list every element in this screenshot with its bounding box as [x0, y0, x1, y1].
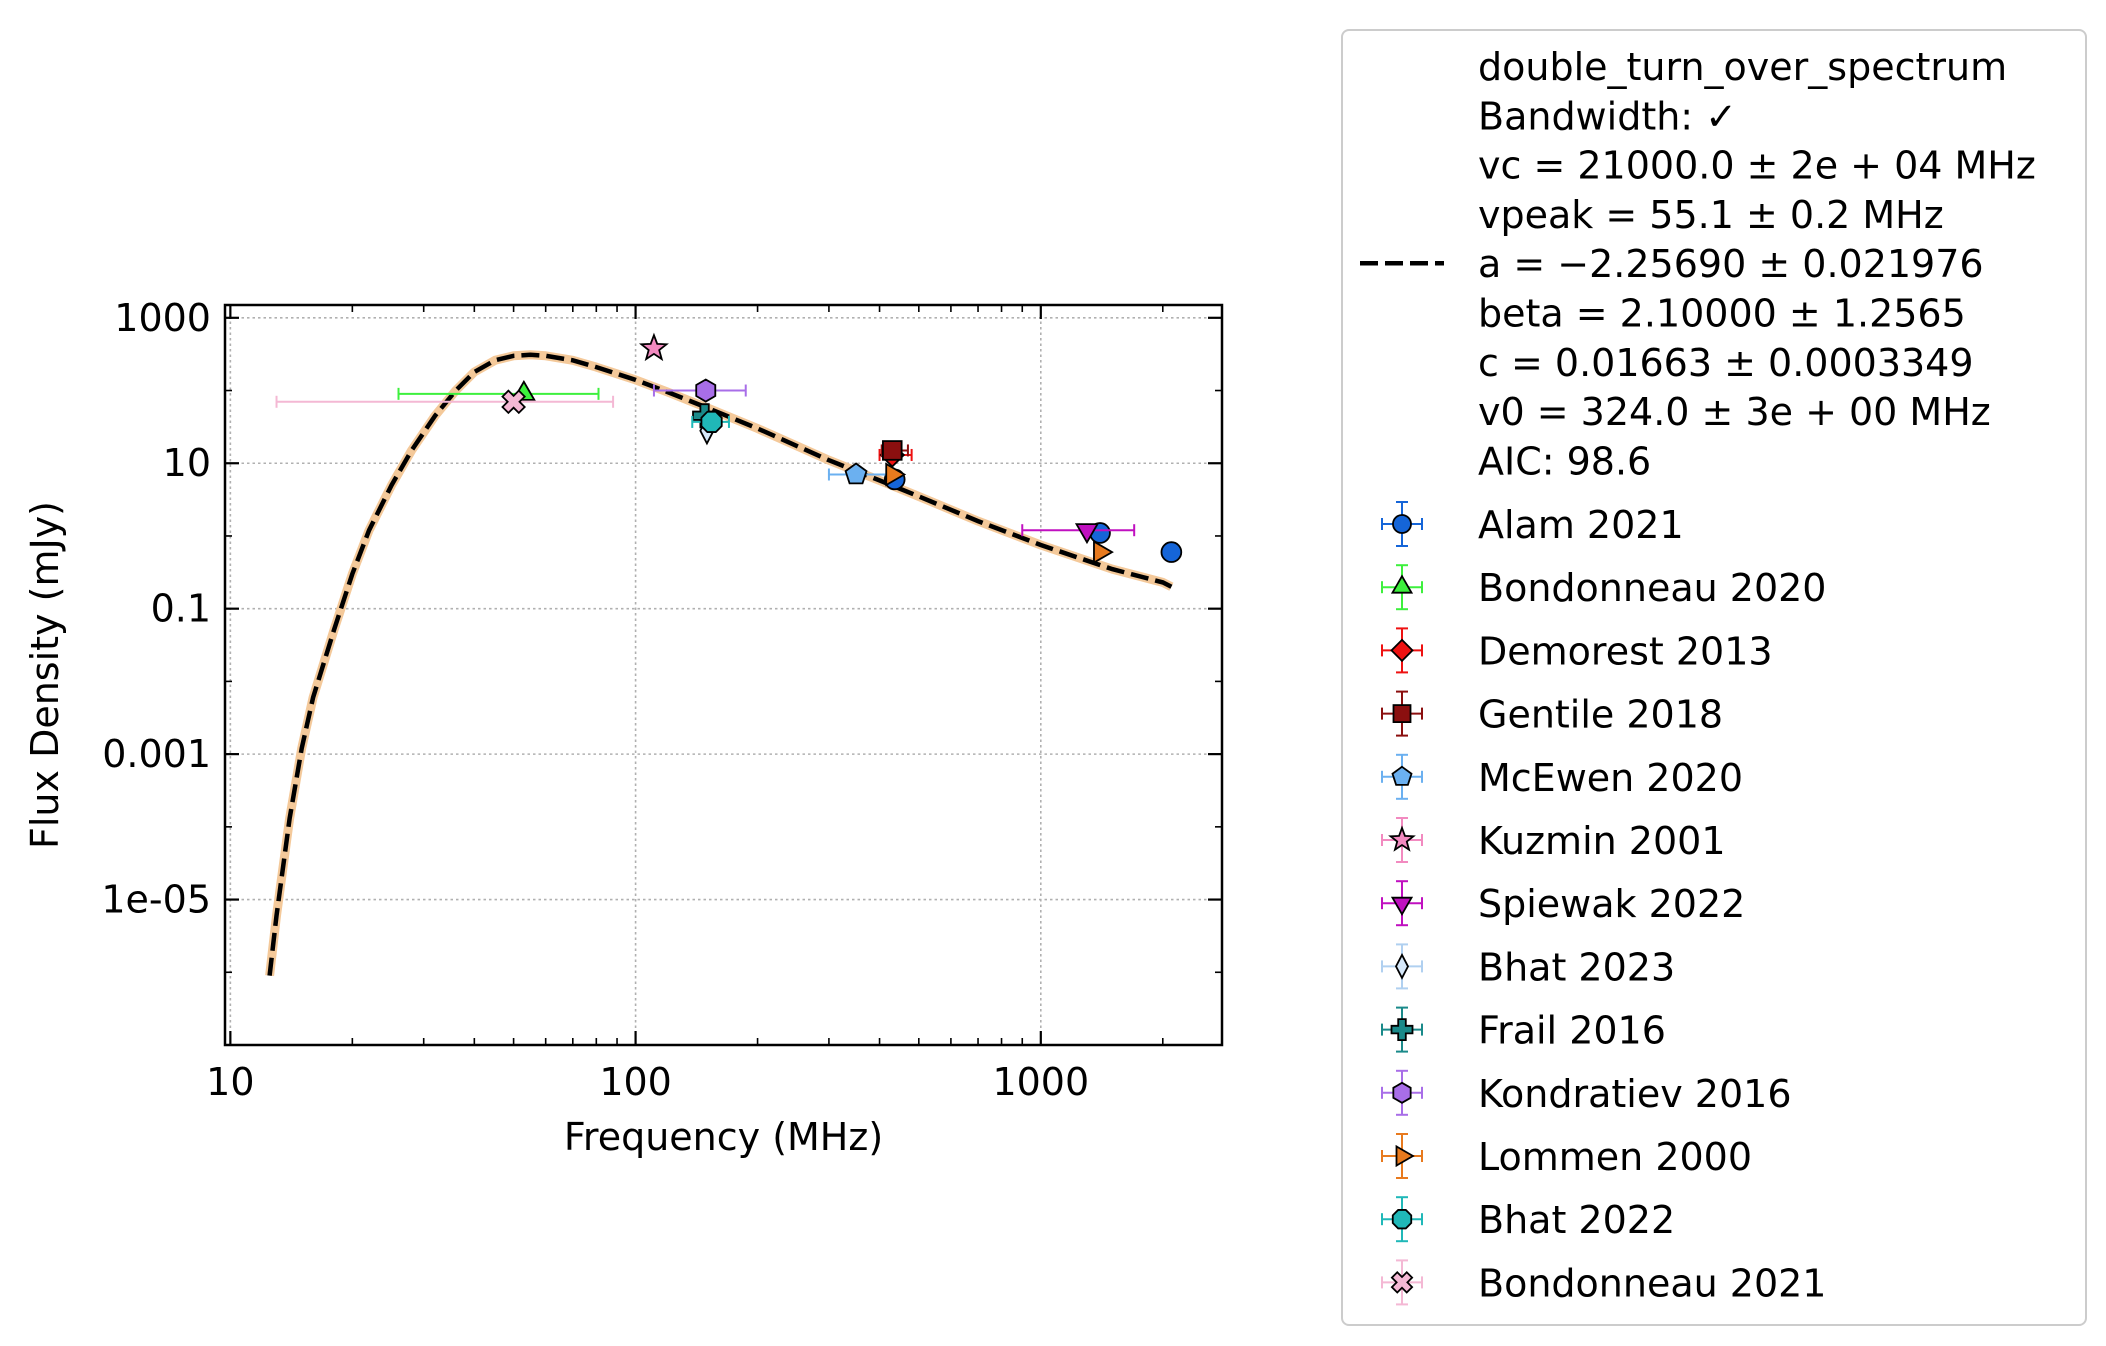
- legend-label: Bondonneau 2021: [1478, 1261, 1826, 1305]
- ticks-layer: 10 100 1000 1000 10 0.1 0.001 1e-05: [101, 296, 1222, 1104]
- series-kondratiev-2016: [652, 378, 747, 403]
- data-point: [885, 462, 907, 487]
- legend-entry: Kondratiev 2016: [1381, 1069, 1792, 1116]
- legend-marker: [1394, 952, 1410, 980]
- legend-fit-text-line: v0 = 324.0 ± 3e + 00 MHz: [1478, 390, 1991, 434]
- legend-marker: [1390, 1018, 1414, 1041]
- legend-marker: [1392, 514, 1412, 534]
- legend-box: [1341, 29, 2087, 1326]
- x-tick-label: 100: [599, 1060, 672, 1104]
- data-point: [501, 389, 526, 415]
- legend-label: Kuzmin 2001: [1478, 819, 1726, 863]
- legend-fit-text-line: beta = 2.10000 ± 1.2565: [1478, 292, 1966, 336]
- legend-marker: [1391, 1209, 1413, 1230]
- series-kuzmin-2001: [638, 332, 669, 362]
- axes-frame: [223, 303, 1224, 1047]
- x-tick-label: 1000: [992, 1060, 1089, 1104]
- legend-entry: Spiewak 2022: [1381, 880, 1745, 927]
- series-alam-2021: [883, 468, 1183, 563]
- legend-label: Demorest 2013: [1478, 629, 1773, 673]
- fit-uncertainty-band: [265, 350, 1174, 977]
- legend-entry: Bhat 2022: [1381, 1196, 1675, 1243]
- x-tick-label: 10: [206, 1060, 254, 1104]
- y-tick-label: 0.1: [151, 587, 211, 631]
- series-gentile-2018: [880, 440, 909, 461]
- legend-entry: Alam 2021: [1381, 501, 1684, 547]
- series-spiewak-2022: [1021, 523, 1136, 545]
- legend-marker: [1391, 765, 1413, 786]
- data-point: [1074, 523, 1100, 545]
- data-point: [1160, 541, 1183, 563]
- legend-fit-text-line: Bandwidth: ✓: [1478, 94, 1737, 138]
- y-axis-label: Flux Density (mJy): [23, 501, 67, 849]
- legend-marker: [1390, 574, 1414, 594]
- legend-label: Bhat 2022: [1478, 1198, 1675, 1242]
- y-tick-label: 1000: [114, 296, 211, 340]
- legend-marker: [1392, 1081, 1412, 1104]
- legend-label: Bhat 2023: [1478, 945, 1675, 989]
- data-point: [700, 410, 723, 433]
- legend: double_turn_over_spectrum Bandwidth: ✓ vc …: [1341, 29, 2087, 1326]
- legend-fit-text-line: double_turn_over_spectrum: [1478, 45, 2007, 89]
- legend-fit-text-line: vc = 21000.0 ± 2e + 04 MHz: [1478, 144, 2036, 188]
- data-point: [1093, 540, 1114, 565]
- legend-marker: [1390, 1271, 1414, 1294]
- legend-entry: Bondonneau 2021: [1381, 1259, 1826, 1306]
- data-point: [844, 462, 868, 485]
- series-bondonneau-2021: [275, 389, 615, 415]
- legend-label: Gentile 2018: [1478, 693, 1723, 737]
- legend-marker: [1395, 1144, 1415, 1168]
- legend-fit-text-line: vpeak = 55.1 ± 0.2 MHz: [1478, 193, 1944, 237]
- legend-label: Frail 2016: [1478, 1009, 1666, 1053]
- data-point: [882, 440, 903, 461]
- legend-entry: Frail 2016: [1381, 1006, 1666, 1053]
- data-point: [638, 332, 669, 362]
- y-tick-label: 1e-05: [101, 878, 211, 922]
- legend-label: McEwen 2020: [1478, 756, 1743, 800]
- fit-curve-line: [267, 352, 1173, 976]
- legend-fit-text-line: a = −2.25690 ± 0.021976: [1478, 242, 1984, 286]
- legend-label: Spiewak 2022: [1478, 882, 1745, 926]
- data-points-layer: [275, 332, 1183, 565]
- x-axis-label: Frequency (MHz): [564, 1115, 883, 1159]
- legend-entry: Bondonneau 2020: [1381, 564, 1826, 611]
- legend-marker: [1392, 704, 1412, 723]
- legend-marker: [1390, 896, 1414, 916]
- legend-label: Kondratiev 2016: [1478, 1072, 1792, 1116]
- legend-entry: McEwen 2020: [1381, 753, 1743, 800]
- y-tick-label: 0.001: [102, 732, 211, 776]
- legend-marker: [1388, 825, 1416, 852]
- series-bondonneau-2020: [397, 379, 600, 401]
- legend-entry: Bhat 2023: [1381, 943, 1675, 990]
- fit-curve-layer: [265, 350, 1174, 977]
- legend-entry: Gentile 2018: [1381, 690, 1723, 737]
- legend-fit-text-line: c = 0.01663 ± 0.0003349: [1478, 341, 1974, 385]
- y-tick-label: 10: [163, 441, 211, 485]
- legend-label: Alam 2021: [1478, 503, 1684, 547]
- legend-fit-text-line: AIC: 98.6: [1478, 439, 1651, 483]
- legend-label: Lommen 2000: [1478, 1135, 1752, 1179]
- grid: [225, 305, 1222, 1045]
- series-lommen-2000: [885, 462, 1114, 565]
- series-bhat-2022: [691, 410, 730, 433]
- legend-entry: Kuzmin 2001: [1381, 817, 1726, 863]
- legend-marker: [1390, 638, 1414, 663]
- data-point: [695, 378, 717, 403]
- series-mcewen-2020: [827, 462, 894, 485]
- legend-label: Bondonneau 2020: [1478, 566, 1826, 610]
- legend-entry: Demorest 2013: [1381, 627, 1773, 674]
- legend-entry: Lommen 2000: [1381, 1133, 1752, 1179]
